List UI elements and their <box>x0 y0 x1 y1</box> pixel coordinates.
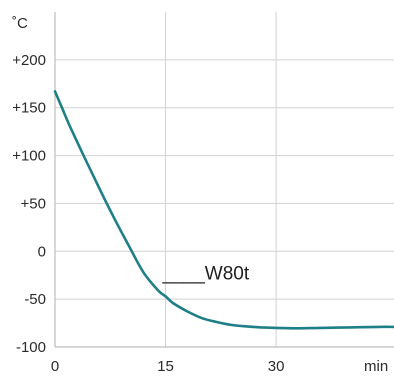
y-tick-label: -50 <box>24 291 46 308</box>
y-tick-label: +150 <box>12 100 46 117</box>
series-annotation: ____W80t <box>162 263 250 284</box>
y-tick-label: +100 <box>12 148 46 165</box>
series-layer <box>53 90 394 330</box>
y-tick-label: +50 <box>21 195 46 212</box>
y-unit-label: ˚C <box>12 15 28 32</box>
x-tick-label: 30 <box>268 358 285 375</box>
x-tick-labels: 0 15 30 <box>51 358 285 375</box>
y-tick-label: +200 <box>12 52 46 69</box>
x-unit-label: min <box>364 358 388 375</box>
x-tick-label: 15 <box>157 358 174 375</box>
x-tick-label: 0 <box>51 358 59 375</box>
y-tick-label: -100 <box>16 339 46 356</box>
grid <box>55 12 394 347</box>
series-line-w80t <box>53 90 394 330</box>
y-tick-label: 0 <box>38 243 46 260</box>
axes <box>54 12 394 348</box>
y-tick-labels: +200 +150 +100 +50 0 -50 -100 <box>12 52 46 356</box>
